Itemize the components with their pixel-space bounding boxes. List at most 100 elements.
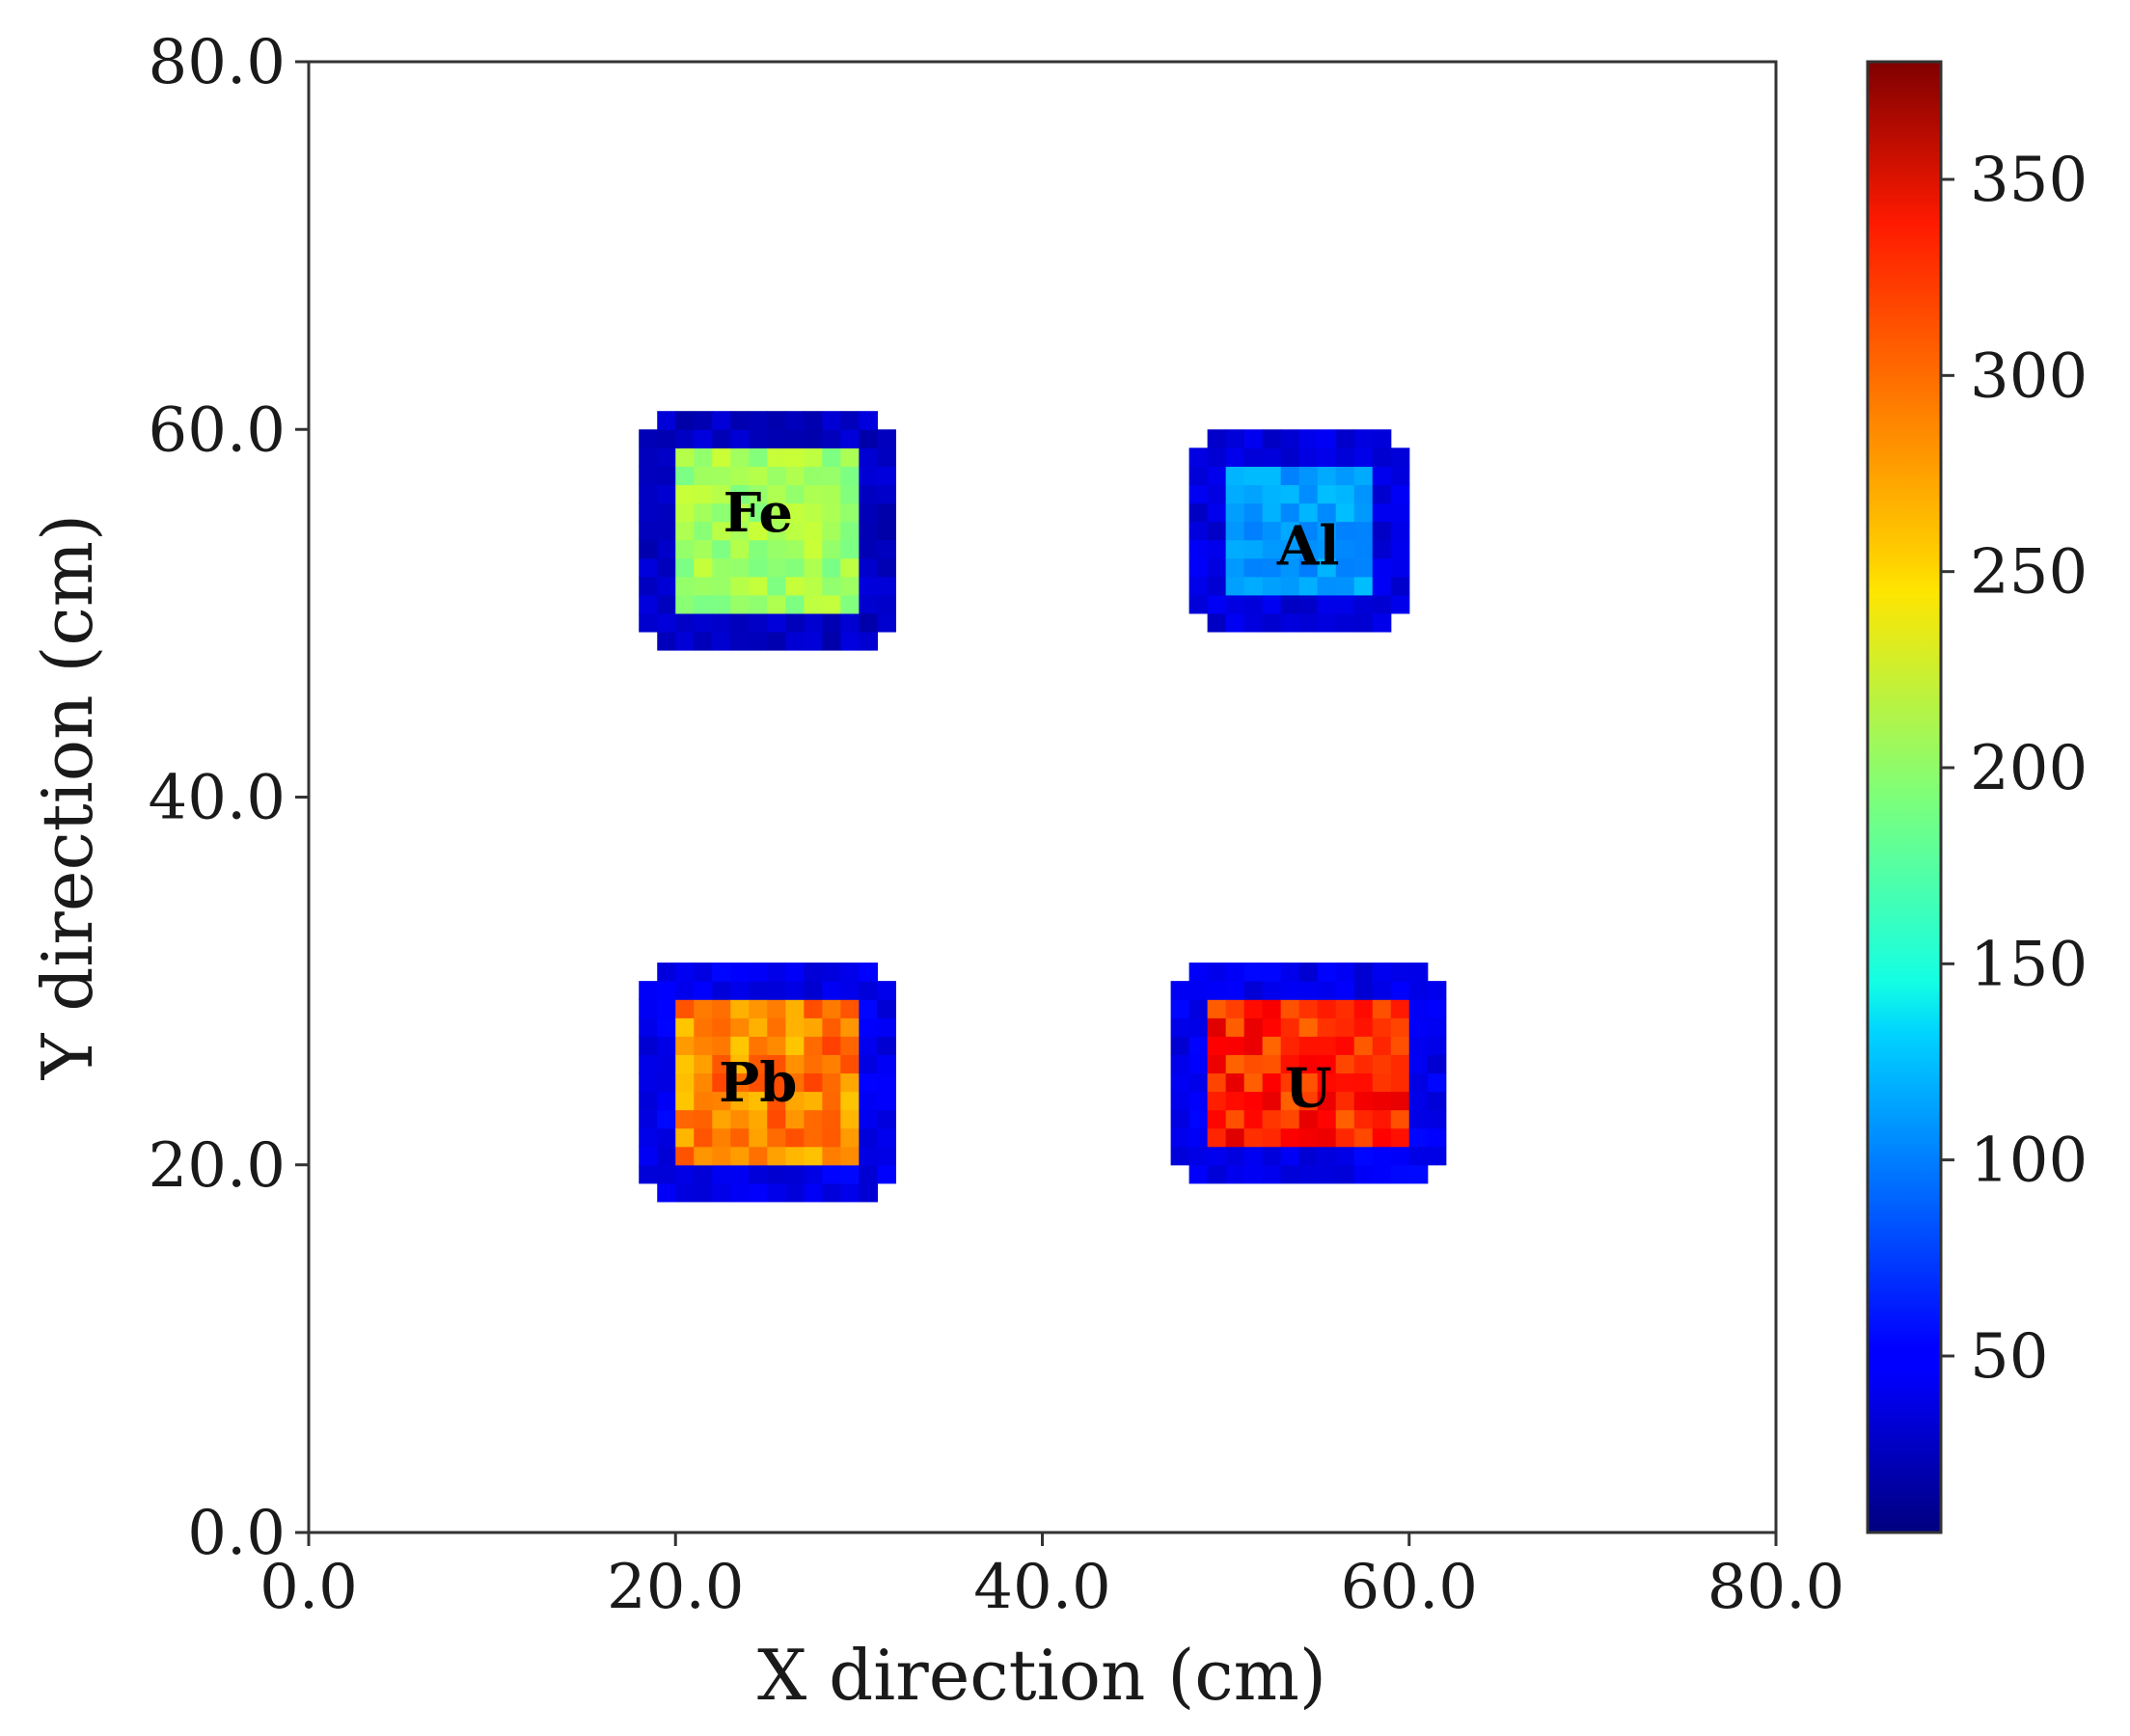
heatmap-cell: [1262, 1091, 1282, 1111]
heatmap-cell: [1317, 1054, 1337, 1074]
heatmap-cell: [1335, 448, 1355, 467]
heatmap-cell: [1225, 1146, 1245, 1166]
heatmap-cell: [1408, 1127, 1429, 1148]
heatmap-cell: [1353, 576, 1374, 596]
heatmap-cell: [767, 1127, 786, 1148]
heatmap-cell: [639, 484, 658, 504]
heatmap-cell: [1353, 612, 1374, 633]
heatmap-cell: [712, 411, 731, 430]
heatmap-cell: [859, 411, 878, 430]
x-axis: 0.0 20.0 40.0 60.0 80.0: [259, 1533, 1844, 1623]
heatmap-cell: [1243, 1091, 1264, 1111]
heatmap-cell: [694, 1017, 713, 1037]
heatmap-cell: [822, 557, 841, 578]
heatmap-cell: [730, 1017, 750, 1037]
heatmap-cell: [767, 1091, 786, 1111]
heatmap-cell: [877, 429, 896, 448]
heatmap-cell: [804, 411, 823, 430]
heatmap-cell: [694, 1072, 713, 1093]
heatmap-cell: [1390, 521, 1410, 541]
heatmap-cell: [1298, 981, 1319, 1000]
heatmap-cell: [877, 612, 896, 633]
heatmap-cell: [1280, 981, 1300, 1000]
heatmap-cell: [1207, 466, 1227, 486]
heatmap-cell: [840, 963, 860, 982]
heatmap-cell: [657, 631, 676, 651]
heatmap-cell: [712, 539, 731, 559]
heatmap-cell: [767, 1017, 786, 1037]
heatmap-cells: [639, 411, 1447, 1203]
heatmap-cell: [840, 484, 860, 504]
heatmap-cell: [712, 612, 731, 633]
heatmap-cell: [840, 594, 860, 614]
heatmap-cell: [840, 466, 860, 486]
heatmap-cell: [694, 576, 713, 596]
heatmap-cell: [1298, 1109, 1319, 1129]
heatmap-cell: [804, 1036, 823, 1055]
colorbar: 50 100 150 200 250 300 350: [1866, 60, 2088, 1534]
heatmap-cell: [639, 1017, 658, 1037]
heatmap-cell: [1225, 484, 1245, 504]
heatmap-cell: [804, 1054, 823, 1074]
heatmap-cell: [877, 1036, 896, 1055]
heatmap-cell: [1317, 1036, 1337, 1055]
colorbar-tick-label: 250: [1970, 537, 2088, 609]
heatmap-cell: [1408, 1054, 1429, 1074]
heatmap-cell: [1207, 521, 1227, 541]
heatmap-cell: [822, 502, 841, 523]
heatmap-cell: [1262, 557, 1282, 578]
heatmap-cell: [1280, 557, 1300, 578]
heatmap-cell: [840, 411, 860, 430]
heatmap-cell: [767, 411, 786, 430]
heatmap-cell: [657, 1164, 676, 1184]
heatmap-cell: [785, 411, 805, 430]
heatmap-cell: [730, 502, 750, 523]
heatmap-cell: [840, 1127, 860, 1148]
heatmap-cell: [785, 466, 805, 486]
heatmap-cell: [1188, 448, 1209, 467]
heatmap-cell: [840, 981, 860, 1000]
heatmap-cell: [730, 466, 750, 486]
heatmap-cell: [767, 1072, 786, 1093]
heatmap-cell: [730, 1036, 750, 1055]
heatmap-cell: [1353, 981, 1374, 1000]
heatmap-cell: [877, 502, 896, 523]
heatmap-cell: [639, 981, 658, 1000]
heatmap-cell: [877, 981, 896, 1000]
heatmap-cell: [1317, 1127, 1337, 1148]
heatmap-cell: [1225, 999, 1245, 1018]
heatmap-cell: [877, 1109, 896, 1129]
heatmap-cell: [694, 411, 713, 430]
heatmap-cell: [804, 576, 823, 596]
heatmap-cell: [877, 1072, 896, 1093]
heatmap-cell: [804, 594, 823, 614]
heatmap-cell: [749, 1072, 768, 1093]
heatmap-cell: [1390, 466, 1410, 486]
heatmap-cell: [1408, 1072, 1429, 1093]
heatmap-cell: [785, 1017, 805, 1037]
heatmap-cell: [1280, 429, 1300, 448]
heatmap-cell: [785, 1146, 805, 1166]
heatmap-cell: [840, 999, 860, 1018]
heatmap-cell: [1372, 539, 1392, 559]
heatmap-cell: [675, 466, 695, 486]
heatmap-cell: [840, 557, 860, 578]
heatmap-cell: [1427, 1054, 1447, 1074]
colorbar-tick-label: 300: [1970, 340, 2088, 412]
heatmap-cell: [1372, 429, 1392, 448]
heatmap-cell: [1317, 539, 1337, 559]
heatmap-cell: [730, 521, 750, 541]
heatmap-cell: [1188, 576, 1209, 596]
heatmap-cell: [840, 631, 860, 651]
heatmap-cell: [675, 502, 695, 523]
heatmap-cell: [675, 612, 695, 633]
heatmap-cell: [877, 1164, 896, 1184]
heatmap-cell: [694, 448, 713, 467]
heatmap-cell: [694, 631, 713, 651]
heatmap-cell: [804, 484, 823, 504]
heatmap-cell: [877, 1091, 896, 1111]
heatmap-cell: [822, 484, 841, 504]
heatmap-cell: [675, 1091, 695, 1111]
heatmap-cell: [694, 1182, 713, 1203]
